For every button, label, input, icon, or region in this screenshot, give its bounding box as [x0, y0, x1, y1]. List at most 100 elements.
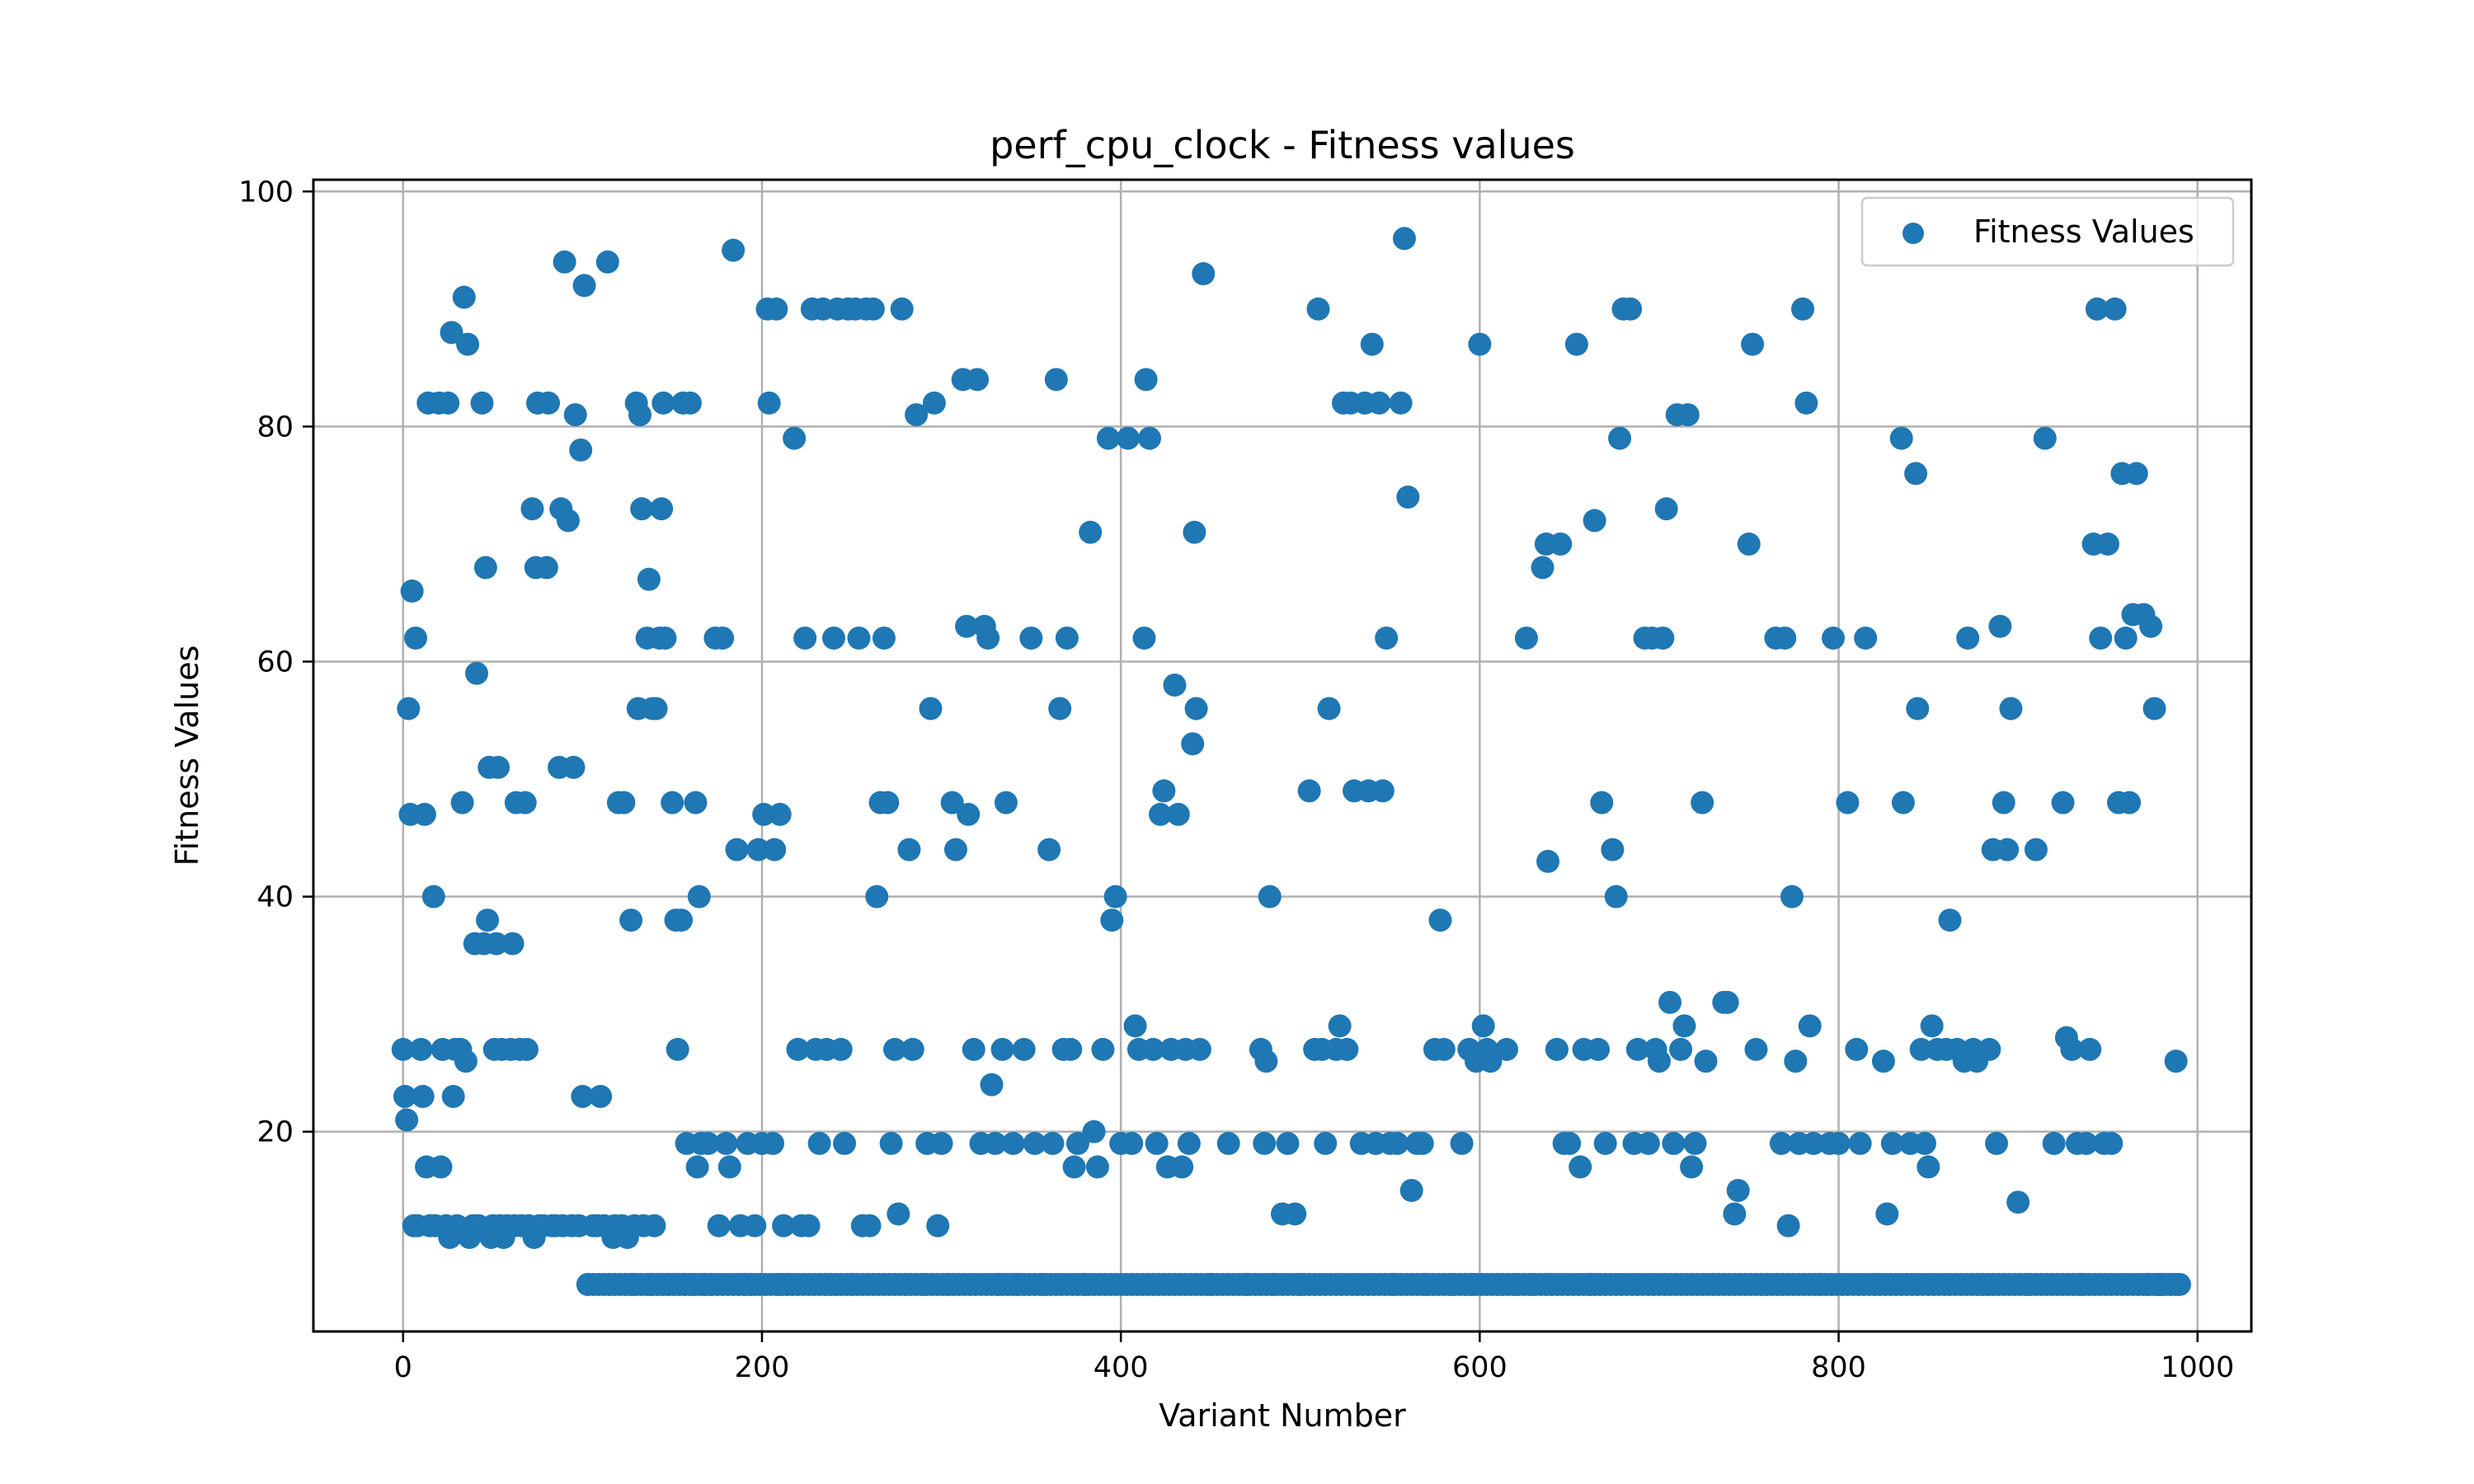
data-point — [456, 332, 480, 356]
data-point — [1586, 1037, 1610, 1061]
data-point — [717, 1155, 741, 1179]
data-point — [1306, 297, 1330, 321]
data-point — [1672, 1014, 1696, 1038]
data-point — [598, 1272, 622, 1296]
data-point — [1827, 1131, 1851, 1155]
data-point — [450, 791, 474, 815]
data-point — [1188, 1037, 1211, 1061]
data-point — [1471, 1014, 1495, 1038]
data-point — [1906, 697, 1930, 721]
data-point — [1784, 1050, 1808, 1073]
data-point — [768, 802, 792, 826]
data-point — [1381, 1272, 1405, 1296]
data-point — [473, 556, 497, 580]
data-point — [1152, 779, 1176, 803]
data-point — [858, 1214, 882, 1237]
data-point — [651, 391, 675, 415]
data-point — [901, 1037, 924, 1061]
data-point — [1375, 626, 1399, 650]
data-point — [569, 438, 593, 462]
data-point — [2033, 426, 2057, 450]
data-point — [1460, 1272, 1484, 1296]
data-point — [1184, 697, 1208, 721]
data-point — [628, 403, 652, 427]
data-point — [391, 1037, 415, 1061]
data-point — [1254, 1050, 1278, 1073]
data-point — [1802, 1131, 1826, 1155]
x-tick-label: 200 — [735, 1351, 790, 1384]
data-point — [976, 626, 1000, 650]
data-point — [562, 755, 586, 779]
data-point — [1183, 520, 1206, 544]
data-point — [1822, 626, 1846, 650]
data-point — [743, 1214, 767, 1237]
data-point — [2085, 297, 2109, 321]
data-point — [687, 885, 711, 909]
data-point — [2118, 791, 2142, 815]
data-point — [393, 1084, 416, 1108]
data-point — [1079, 520, 1103, 544]
data-point — [476, 909, 500, 932]
data-point — [1163, 673, 1187, 697]
data-point — [1149, 802, 1173, 826]
data-point — [983, 1131, 1007, 1155]
data-point — [1198, 1272, 1222, 1296]
data-point — [962, 1037, 985, 1061]
data-point — [1428, 909, 1452, 932]
data-point — [1875, 1202, 1899, 1226]
data-point — [1992, 791, 2015, 815]
data-point — [1004, 1272, 1028, 1296]
data-point — [452, 285, 476, 309]
data-point — [644, 697, 668, 721]
data-point — [2095, 532, 2119, 556]
data-point — [487, 755, 510, 779]
data-point — [404, 626, 428, 650]
data-point — [2114, 626, 2138, 650]
data-point — [1283, 1202, 1307, 1226]
data-point — [1367, 391, 1391, 415]
legend-marker — [1903, 223, 1924, 244]
data-point — [1059, 1037, 1083, 1061]
data-point — [707, 1214, 731, 1237]
data-point — [700, 1272, 724, 1296]
y-tick-label: 20 — [256, 1116, 294, 1149]
data-point — [1030, 1272, 1054, 1296]
data-point — [1889, 426, 1913, 450]
data-point — [1863, 1272, 1887, 1296]
y-tick-label: 80 — [256, 411, 294, 444]
data-point — [1920, 1014, 1944, 1038]
data-point — [1371, 779, 1395, 803]
data-point — [1385, 1131, 1409, 1155]
data-point — [1917, 1155, 1940, 1179]
data-point — [1001, 1131, 1025, 1155]
y-axis-ticks: 20 40 60 80 100 — [238, 176, 313, 1149]
data-point — [1773, 626, 1797, 650]
data-point — [1085, 1155, 1109, 1179]
data-point — [1683, 1131, 1707, 1155]
data-point — [678, 391, 702, 415]
data-point — [1794, 391, 1818, 415]
data-point — [1647, 1050, 1671, 1073]
data-point — [929, 1131, 953, 1155]
data-point — [661, 791, 684, 815]
data-point — [595, 250, 619, 274]
data-point — [454, 1050, 477, 1073]
data-point — [572, 274, 596, 298]
x-tick-label: 0 — [394, 1351, 412, 1384]
data-point — [1651, 626, 1675, 650]
data-point — [911, 1272, 935, 1296]
data-point — [1694, 1050, 1718, 1073]
data-point — [1062, 1155, 1086, 1179]
data-point — [1836, 791, 1860, 815]
data-point — [2139, 614, 2163, 638]
data-point — [556, 509, 580, 533]
data-point — [786, 1037, 810, 1061]
data-point — [2078, 1037, 2102, 1061]
data-point — [1579, 1272, 1603, 1296]
data-point — [1691, 791, 1714, 815]
data-point — [400, 579, 424, 603]
data-point — [666, 1037, 689, 1061]
y-tick-label: 40 — [256, 881, 294, 914]
data-point — [1583, 509, 1606, 533]
data-point — [1141, 1037, 1165, 1061]
